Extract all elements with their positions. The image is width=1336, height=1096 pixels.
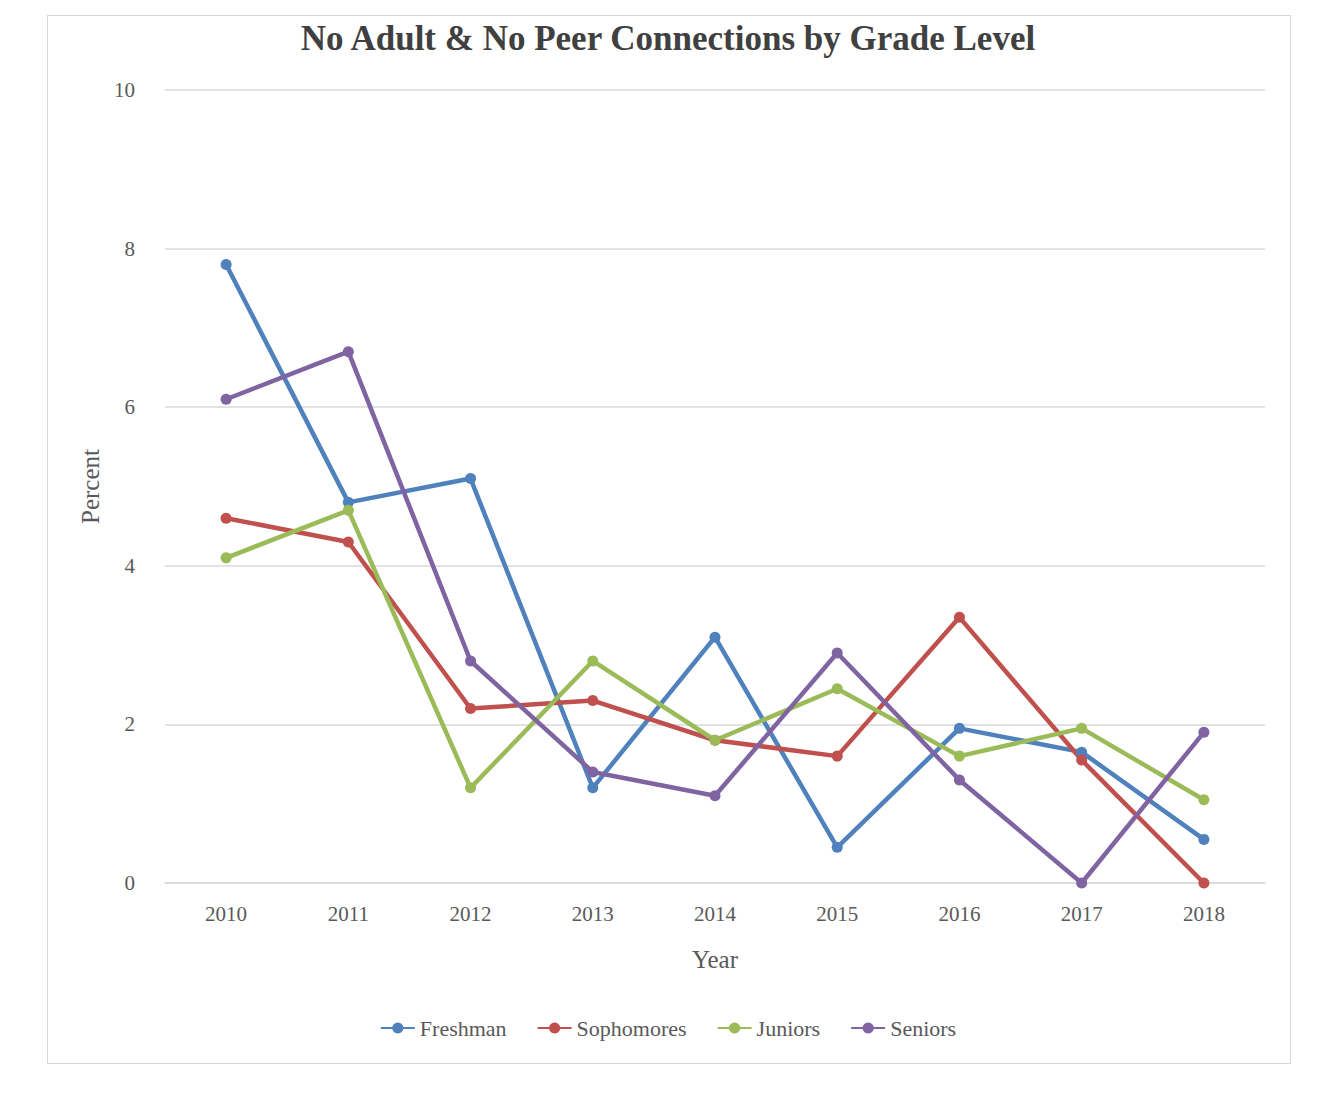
- svg-text:2017: 2017: [1061, 902, 1103, 926]
- svg-text:Year: Year: [692, 946, 739, 973]
- svg-text:2011: 2011: [328, 902, 369, 926]
- svg-text:Seniors: Seniors: [890, 1016, 956, 1041]
- svg-text:2012: 2012: [450, 902, 492, 926]
- svg-text:0: 0: [125, 871, 136, 895]
- svg-text:Sophomores: Sophomores: [577, 1016, 687, 1041]
- svg-text:2018: 2018: [1183, 902, 1225, 926]
- svg-text:2016: 2016: [938, 902, 980, 926]
- svg-text:No Adult & No Peer Connections: No Adult & No Peer Connections by Grade …: [301, 19, 1036, 58]
- svg-text:Freshman: Freshman: [420, 1016, 507, 1041]
- svg-text:Juniors: Juniors: [757, 1016, 821, 1041]
- svg-text:6: 6: [125, 395, 136, 419]
- svg-text:2: 2: [125, 712, 136, 736]
- svg-text:10: 10: [114, 78, 135, 102]
- svg-text:4: 4: [125, 554, 136, 578]
- svg-text:2014: 2014: [694, 902, 737, 926]
- svg-text:2015: 2015: [816, 902, 858, 926]
- svg-text:2013: 2013: [572, 902, 614, 926]
- svg-text:8: 8: [125, 237, 136, 261]
- svg-text:Percent: Percent: [77, 449, 104, 524]
- svg-text:2010: 2010: [205, 902, 247, 926]
